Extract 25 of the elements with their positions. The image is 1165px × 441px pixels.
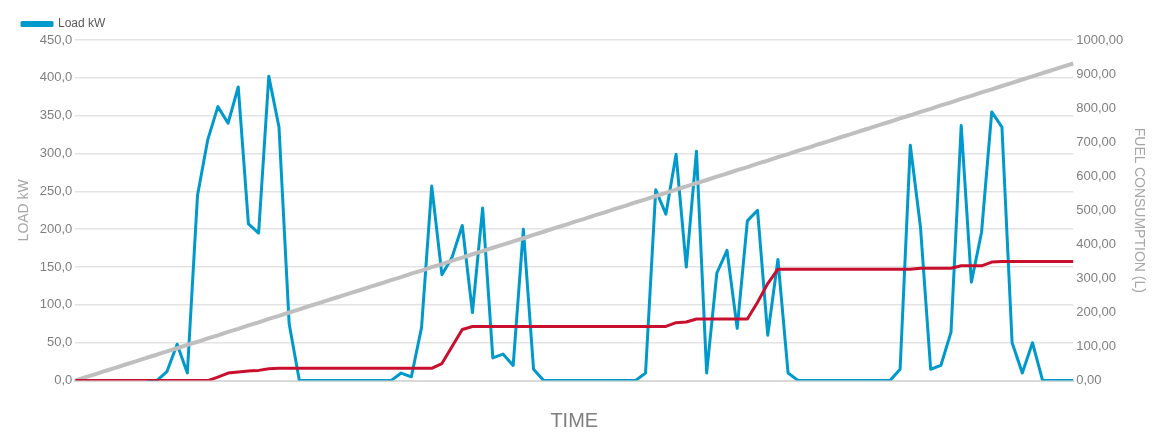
y2-tick-label: 500,00 bbox=[1076, 201, 1116, 217]
y2-tick-label: 400,00 bbox=[1076, 235, 1116, 251]
y-tick-label: 400,0 bbox=[39, 69, 73, 85]
y-tick-label: 200,0 bbox=[39, 220, 73, 236]
y2-tick-label: 300,00 bbox=[1076, 270, 1116, 285]
y2-tick-label: 900,00 bbox=[1076, 65, 1116, 81]
y2-tick-label: 200,00 bbox=[1076, 304, 1116, 320]
y-tick-label: 450,0 bbox=[39, 31, 73, 47]
y2-tick-label: 600,00 bbox=[1076, 167, 1116, 183]
y-tick-label: 250,0 bbox=[39, 182, 73, 198]
y-tick-label: 300,0 bbox=[39, 145, 73, 161]
y2-tick-label: 1000,00 bbox=[1076, 31, 1124, 47]
y2-tick-label: 700,00 bbox=[1076, 133, 1116, 149]
y2-tick-label: 800,00 bbox=[1076, 99, 1116, 115]
y-tick-label: 0,0 bbox=[54, 372, 73, 388]
y-tick-label: 150,0 bbox=[39, 258, 73, 274]
y2-axis-title: FUEL CONSUMPTION (L) bbox=[1131, 127, 1148, 293]
y2-tick-label: 0,00 bbox=[1076, 372, 1102, 388]
y-tick-label: 100,0 bbox=[39, 296, 73, 312]
legend-label: Load kW bbox=[58, 16, 107, 31]
y-axis-title: LOAD kW bbox=[15, 178, 32, 242]
y2-tick-label: 100,00 bbox=[1076, 338, 1116, 354]
y-tick-label: 50,0 bbox=[47, 334, 73, 350]
x-axis-title: TIME bbox=[550, 408, 599, 431]
y-tick-label: 350,0 bbox=[39, 107, 73, 123]
